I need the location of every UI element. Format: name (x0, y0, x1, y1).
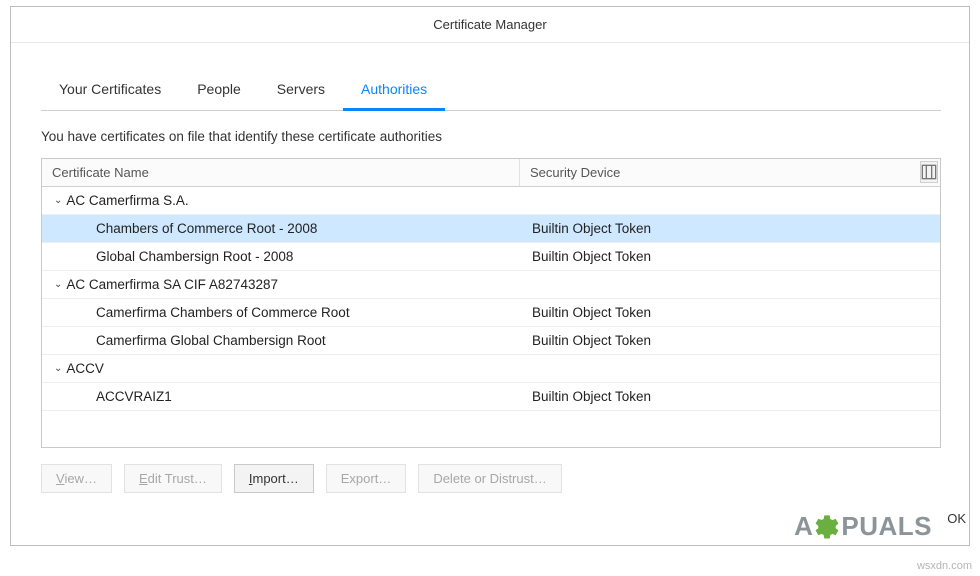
tab-description: You have certificates on file that ident… (41, 129, 941, 144)
table-row[interactable]: Global Chambersign Root - 2008 Builtin Ob… (42, 243, 940, 271)
table-row[interactable]: ⌄ AC Camerfirma S.A. (42, 187, 940, 215)
certificate-name-label: Camerfirma Global Chambersign Root (96, 333, 326, 348)
table-row[interactable]: Camerfirma Global Chambersign Root Builti… (42, 327, 940, 355)
column-picker-icon[interactable] (920, 161, 938, 183)
chevron-down-icon[interactable]: ⌄ (54, 279, 62, 290)
view-button[interactable]: View… (41, 464, 112, 493)
cell-security-device: Builtin Object Token (520, 249, 940, 264)
certificate-table: Certificate Name Security Device ⌄ AC Cam… (41, 158, 941, 448)
chevron-down-icon[interactable]: ⌄ (54, 195, 62, 206)
watermark-suffix: PUALS (841, 511, 932, 542)
table-body[interactable]: ⌄ AC Camerfirma S.A. Chambers of Commerce … (42, 187, 940, 447)
cell-certificate-name: Global Chambersign Root - 2008 (42, 249, 520, 264)
cell-certificate-name: ⌄ AC Camerfirma S.A. (42, 193, 520, 208)
ok-button[interactable]: OK (939, 505, 974, 532)
table-header: Certificate Name Security Device (42, 159, 940, 187)
certificate-name-label: Global Chambersign Root - 2008 (96, 249, 293, 264)
chevron-down-icon[interactable]: ⌄ (54, 363, 62, 374)
edit-trust-button[interactable]: Edit Trust… (124, 464, 222, 493)
tab-strip: Your Certificates People Servers Authori… (41, 71, 941, 111)
delete-distrust-button[interactable]: Delete or Distrust… (418, 464, 561, 493)
cell-certificate-name: Camerfirma Global Chambersign Root (42, 333, 520, 348)
certificate-name-label: ACCV (66, 361, 104, 376)
cell-certificate-name: Camerfirma Chambers of Commerce Root (42, 305, 520, 320)
cell-security-device: Builtin Object Token (520, 221, 940, 236)
table-row[interactable]: ⌄ AC Camerfirma SA CIF A82743287 (42, 271, 940, 299)
table-row[interactable]: Camerfirma Chambers of Commerce Root Buil… (42, 299, 940, 327)
certificate-manager-dialog: Certificate Manager Your Certificates Pe… (10, 6, 970, 546)
tab-your-certificates[interactable]: Your Certificates (41, 71, 179, 111)
cell-certificate-name: ⌄ AC Camerfirma SA CIF A82743287 (42, 277, 520, 292)
source-attribution: wsxdn.com (917, 560, 972, 572)
dialog-content: Your Certificates People Servers Authori… (11, 43, 969, 493)
import-button[interactable]: Import… (234, 464, 314, 493)
table-row[interactable]: ACCVRAIZ1 Builtin Object Token (42, 383, 940, 411)
watermark-prefix: A (794, 511, 813, 542)
cell-security-device: Builtin Object Token (520, 333, 940, 348)
cell-security-device: Builtin Object Token (520, 389, 940, 404)
certificate-name-label: AC Camerfirma SA CIF A82743287 (66, 277, 278, 292)
column-header-name[interactable]: Certificate Name (42, 159, 520, 186)
tab-servers[interactable]: Servers (259, 71, 343, 111)
cell-certificate-name: ACCVRAIZ1 (42, 389, 520, 404)
tab-people[interactable]: People (179, 71, 259, 111)
watermark-logo: A PUALS (794, 511, 932, 542)
dialog-title-bar: Certificate Manager (11, 7, 969, 43)
cell-security-device: Builtin Object Token (520, 305, 940, 320)
tab-authorities[interactable]: Authorities (343, 71, 445, 111)
table-row[interactable]: ⌄ ACCV (42, 355, 940, 383)
action-buttons: View… Edit Trust… Import… Export… Delete… (41, 464, 941, 493)
cell-certificate-name: Chambers of Commerce Root - 2008 (42, 221, 520, 236)
certificate-name-label: ACCVRAIZ1 (96, 389, 172, 404)
cell-certificate-name: ⌄ ACCV (42, 361, 520, 376)
dialog-title: Certificate Manager (433, 17, 546, 32)
gear-icon (813, 513, 841, 541)
certificate-name-label: Chambers of Commerce Root - 2008 (96, 221, 317, 236)
table-row[interactable]: Chambers of Commerce Root - 2008 Builtin … (42, 215, 940, 243)
certificate-name-label: Camerfirma Chambers of Commerce Root (96, 305, 350, 320)
column-header-device[interactable]: Security Device (520, 159, 940, 186)
export-button[interactable]: Export… (326, 464, 407, 493)
certificate-name-label: AC Camerfirma S.A. (66, 193, 188, 208)
